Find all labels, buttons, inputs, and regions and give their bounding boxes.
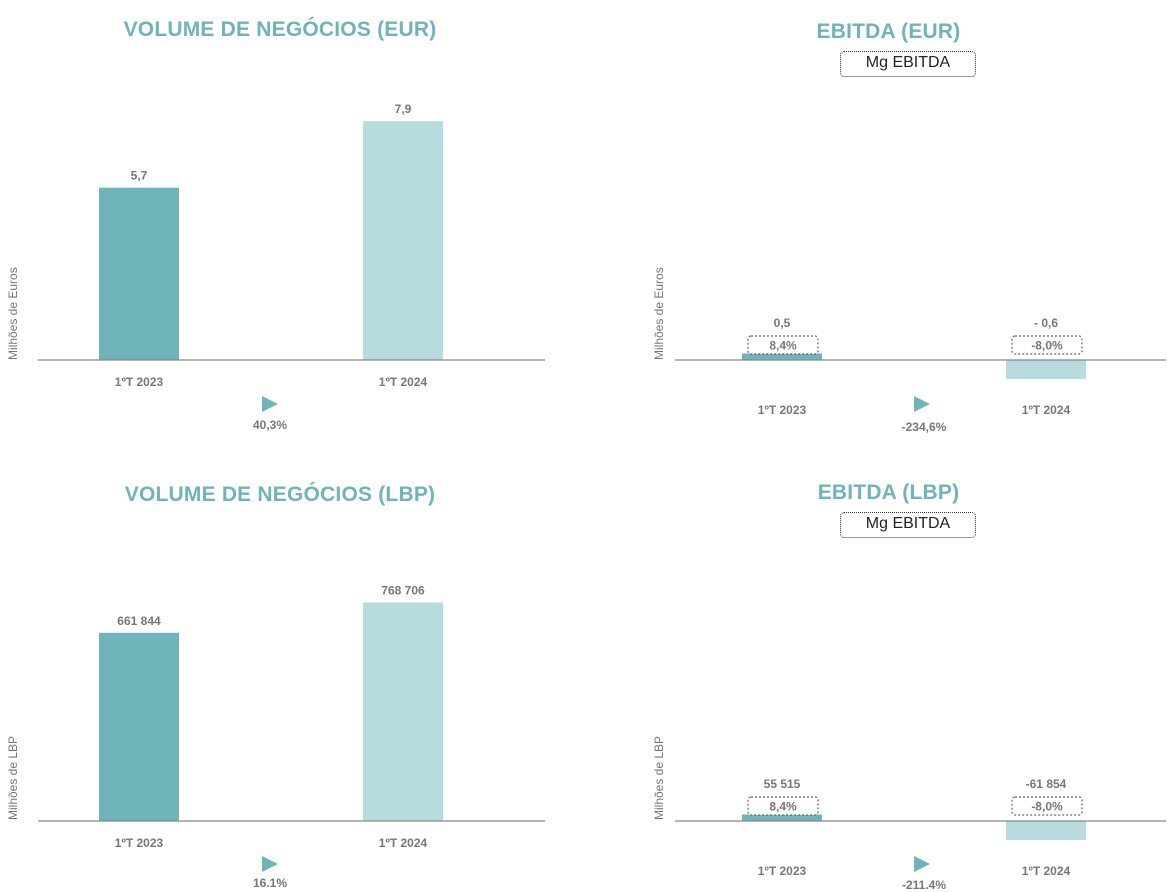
category-label: 1ºT 2024 [379, 836, 428, 850]
bar-2024 [1006, 821, 1086, 840]
chart-title: VOLUME DE NEGÓCIOS (LBP) [124, 483, 436, 506]
chart-plot: 5,7 1ºT 2023 7,9 1ºT 2024 [38, 102, 545, 389]
chart-plot: 0,5 8,4% 1ºT 2023 - 0,6 -8,0% 1ºT 2024 [675, 316, 1166, 417]
data-label: 768 706 [381, 583, 425, 597]
margin-box [747, 335, 819, 355]
chart-plot: 55 515 8,4% 1ºT 2023 -61 854 -8,0% 1ºT 2024 [675, 777, 1166, 878]
data-label: 7,9 [395, 102, 412, 116]
bar-2024 [363, 121, 443, 361]
change-arrow-icon [262, 856, 278, 872]
category-label: 1ºT 2024 [1022, 864, 1071, 878]
margin-box [747, 796, 819, 816]
margin-box [1011, 796, 1083, 816]
data-label: -61 854 [1026, 777, 1067, 791]
data-label: 0,5 [774, 316, 791, 330]
bar-2023 [742, 353, 822, 360]
data-label: 55 515 [764, 777, 801, 791]
bar-2023 [99, 187, 179, 360]
category-label: 1ºT 2024 [1022, 403, 1071, 417]
bar-2023 [99, 632, 179, 821]
data-label: - 0,6 [1034, 316, 1058, 330]
category-label: 1ºT 2024 [379, 375, 428, 389]
data-label: 661 844 [117, 614, 161, 628]
margin-label: 8,4% [769, 339, 797, 353]
margin-box [1011, 335, 1083, 355]
legend-mg-ebitda: Mg EBITDA [840, 51, 976, 77]
legend-mg-ebitda: Mg EBITDA [840, 512, 976, 538]
change-label: 40,3% [252, 418, 288, 432]
chart-panel-volume-eur: VOLUME DE NEGÓCIOS (EUR) Milhões de Euro… [0, 0, 560, 445]
change-label: 16.1% [252, 876, 288, 890]
change-label: -211.4% [901, 878, 947, 892]
category-label: 1ºT 2023 [758, 403, 807, 417]
chart-plot: 661 844 1ºT 2023 768 706 1ºT 2024 [38, 583, 545, 850]
chart-panel-ebitda-eur: EBITDA (EUR) Mg EBITDA Milhões de Euros … [590, 0, 1167, 445]
change-arrow-icon [262, 396, 278, 412]
change-arrow-icon [914, 856, 930, 872]
chart-title: VOLUME DE NEGÓCIOS (EUR) [123, 18, 437, 41]
category-label: 1ºT 2023 [758, 864, 807, 878]
chart-title: EBITDA (LBP) [817, 481, 960, 504]
category-label: 1ºT 2023 [115, 375, 164, 389]
chart-panel-ebitda-lbp: EBITDA (LBP) Mg EBITDA Milhões de LBP 55… [590, 445, 1167, 892]
margin-label: -8,0% [1031, 800, 1063, 814]
category-label: 1ºT 2023 [115, 836, 164, 850]
bar-2024 [1006, 360, 1086, 379]
margin-label: 8,4% [769, 800, 797, 814]
bar-2024 [363, 602, 443, 821]
chart-panel-volume-lbp: VOLUME DE NEGÓCIOS (LBP) Milhões de LBP … [0, 445, 560, 891]
change-label: -234,6% [901, 420, 947, 434]
bar-2023 [742, 814, 822, 821]
change-arrow-icon [914, 396, 930, 412]
margin-label: -8,0% [1031, 339, 1063, 353]
chart-title: EBITDA (EUR) [816, 20, 961, 43]
data-label: 5,7 [131, 169, 148, 183]
